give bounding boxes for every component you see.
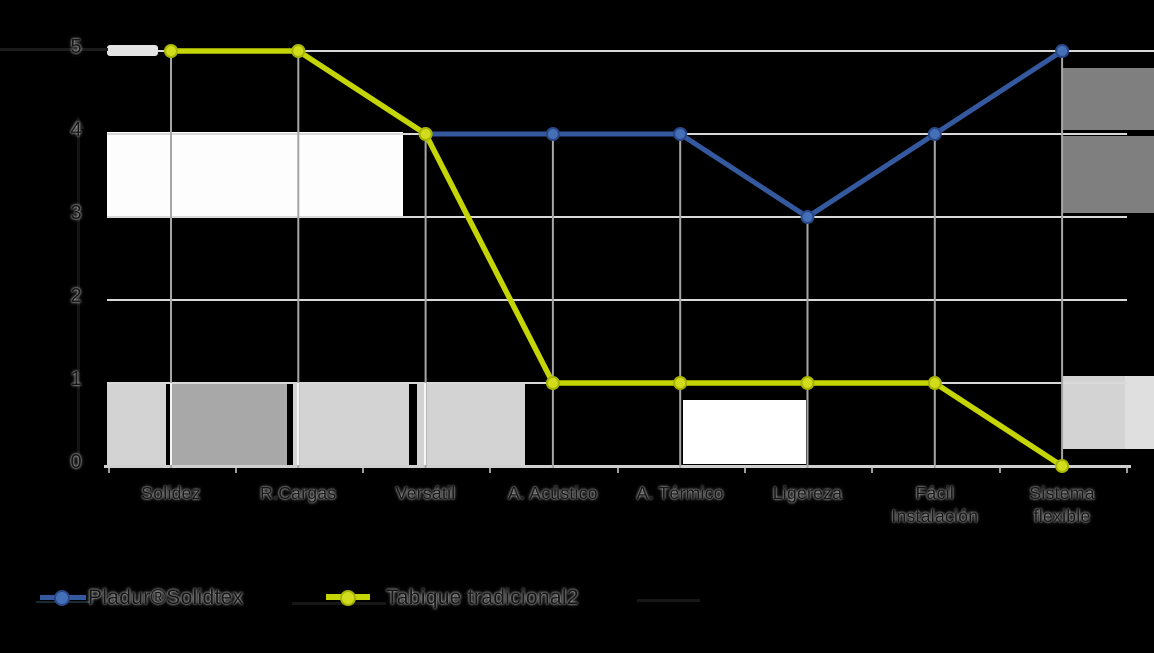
y-axis-arrowhead-icon <box>71 116 85 129</box>
category-label: Solidez <box>141 483 201 503</box>
white-cell-border <box>297 383 299 465</box>
legend-marker-pladur-icon <box>54 590 70 606</box>
black-line-top-left <box>0 48 108 51</box>
y-tick-label-0: 0 <box>70 451 82 473</box>
gray-block-right-4 <box>1125 376 1154 449</box>
gray-block-right-1 <box>1062 68 1154 130</box>
light-gray-bar-top-left <box>107 45 158 56</box>
category-label: Fácil Instalación <box>891 483 979 526</box>
y-tick-label-2: 2 <box>70 285 82 307</box>
category-label: Ligereza <box>772 483 843 503</box>
white-cell-border <box>170 383 172 465</box>
y-tick-label-4: 4 <box>70 119 82 141</box>
category-label: R.Cargas <box>260 483 337 503</box>
legend-marker-tabique-icon <box>340 590 356 606</box>
legend-label-tabique: Tabique tradicional2 <box>386 586 579 609</box>
category-label: Sistema flexible <box>1029 483 1095 526</box>
category-label: A. Acústico <box>507 483 598 503</box>
x-axis-tick <box>617 468 619 473</box>
legend-label-pladur: Pladur®Solidtex <box>88 586 244 609</box>
category-label: Versátil <box>395 483 456 503</box>
legend-line-shadow-tabique <box>292 602 386 605</box>
x-axis-tick <box>235 468 237 473</box>
x-axis-tick <box>362 468 364 473</box>
x-axis-tick <box>489 468 491 473</box>
x-axis-tick <box>871 468 873 473</box>
legend-extra-dark-line <box>637 599 700 602</box>
gray-block-right-2 <box>1062 136 1154 213</box>
y-axis-black-line <box>77 128 80 462</box>
y-tick-label-5: 5 <box>70 36 82 58</box>
gray-block-bottom-1 <box>107 383 166 465</box>
x-axis-tick <box>744 468 746 473</box>
x-axis-tick <box>1126 468 1128 473</box>
x-axis-tick <box>999 468 1001 473</box>
category-label: A. Térmico <box>636 483 724 503</box>
gray-block-right-3 <box>1062 376 1125 449</box>
x-axis-tick <box>108 468 110 473</box>
white-cell-border <box>424 383 426 465</box>
y-tick-label-1: 1 <box>70 368 82 390</box>
y-tick-label-3: 3 <box>70 202 82 224</box>
